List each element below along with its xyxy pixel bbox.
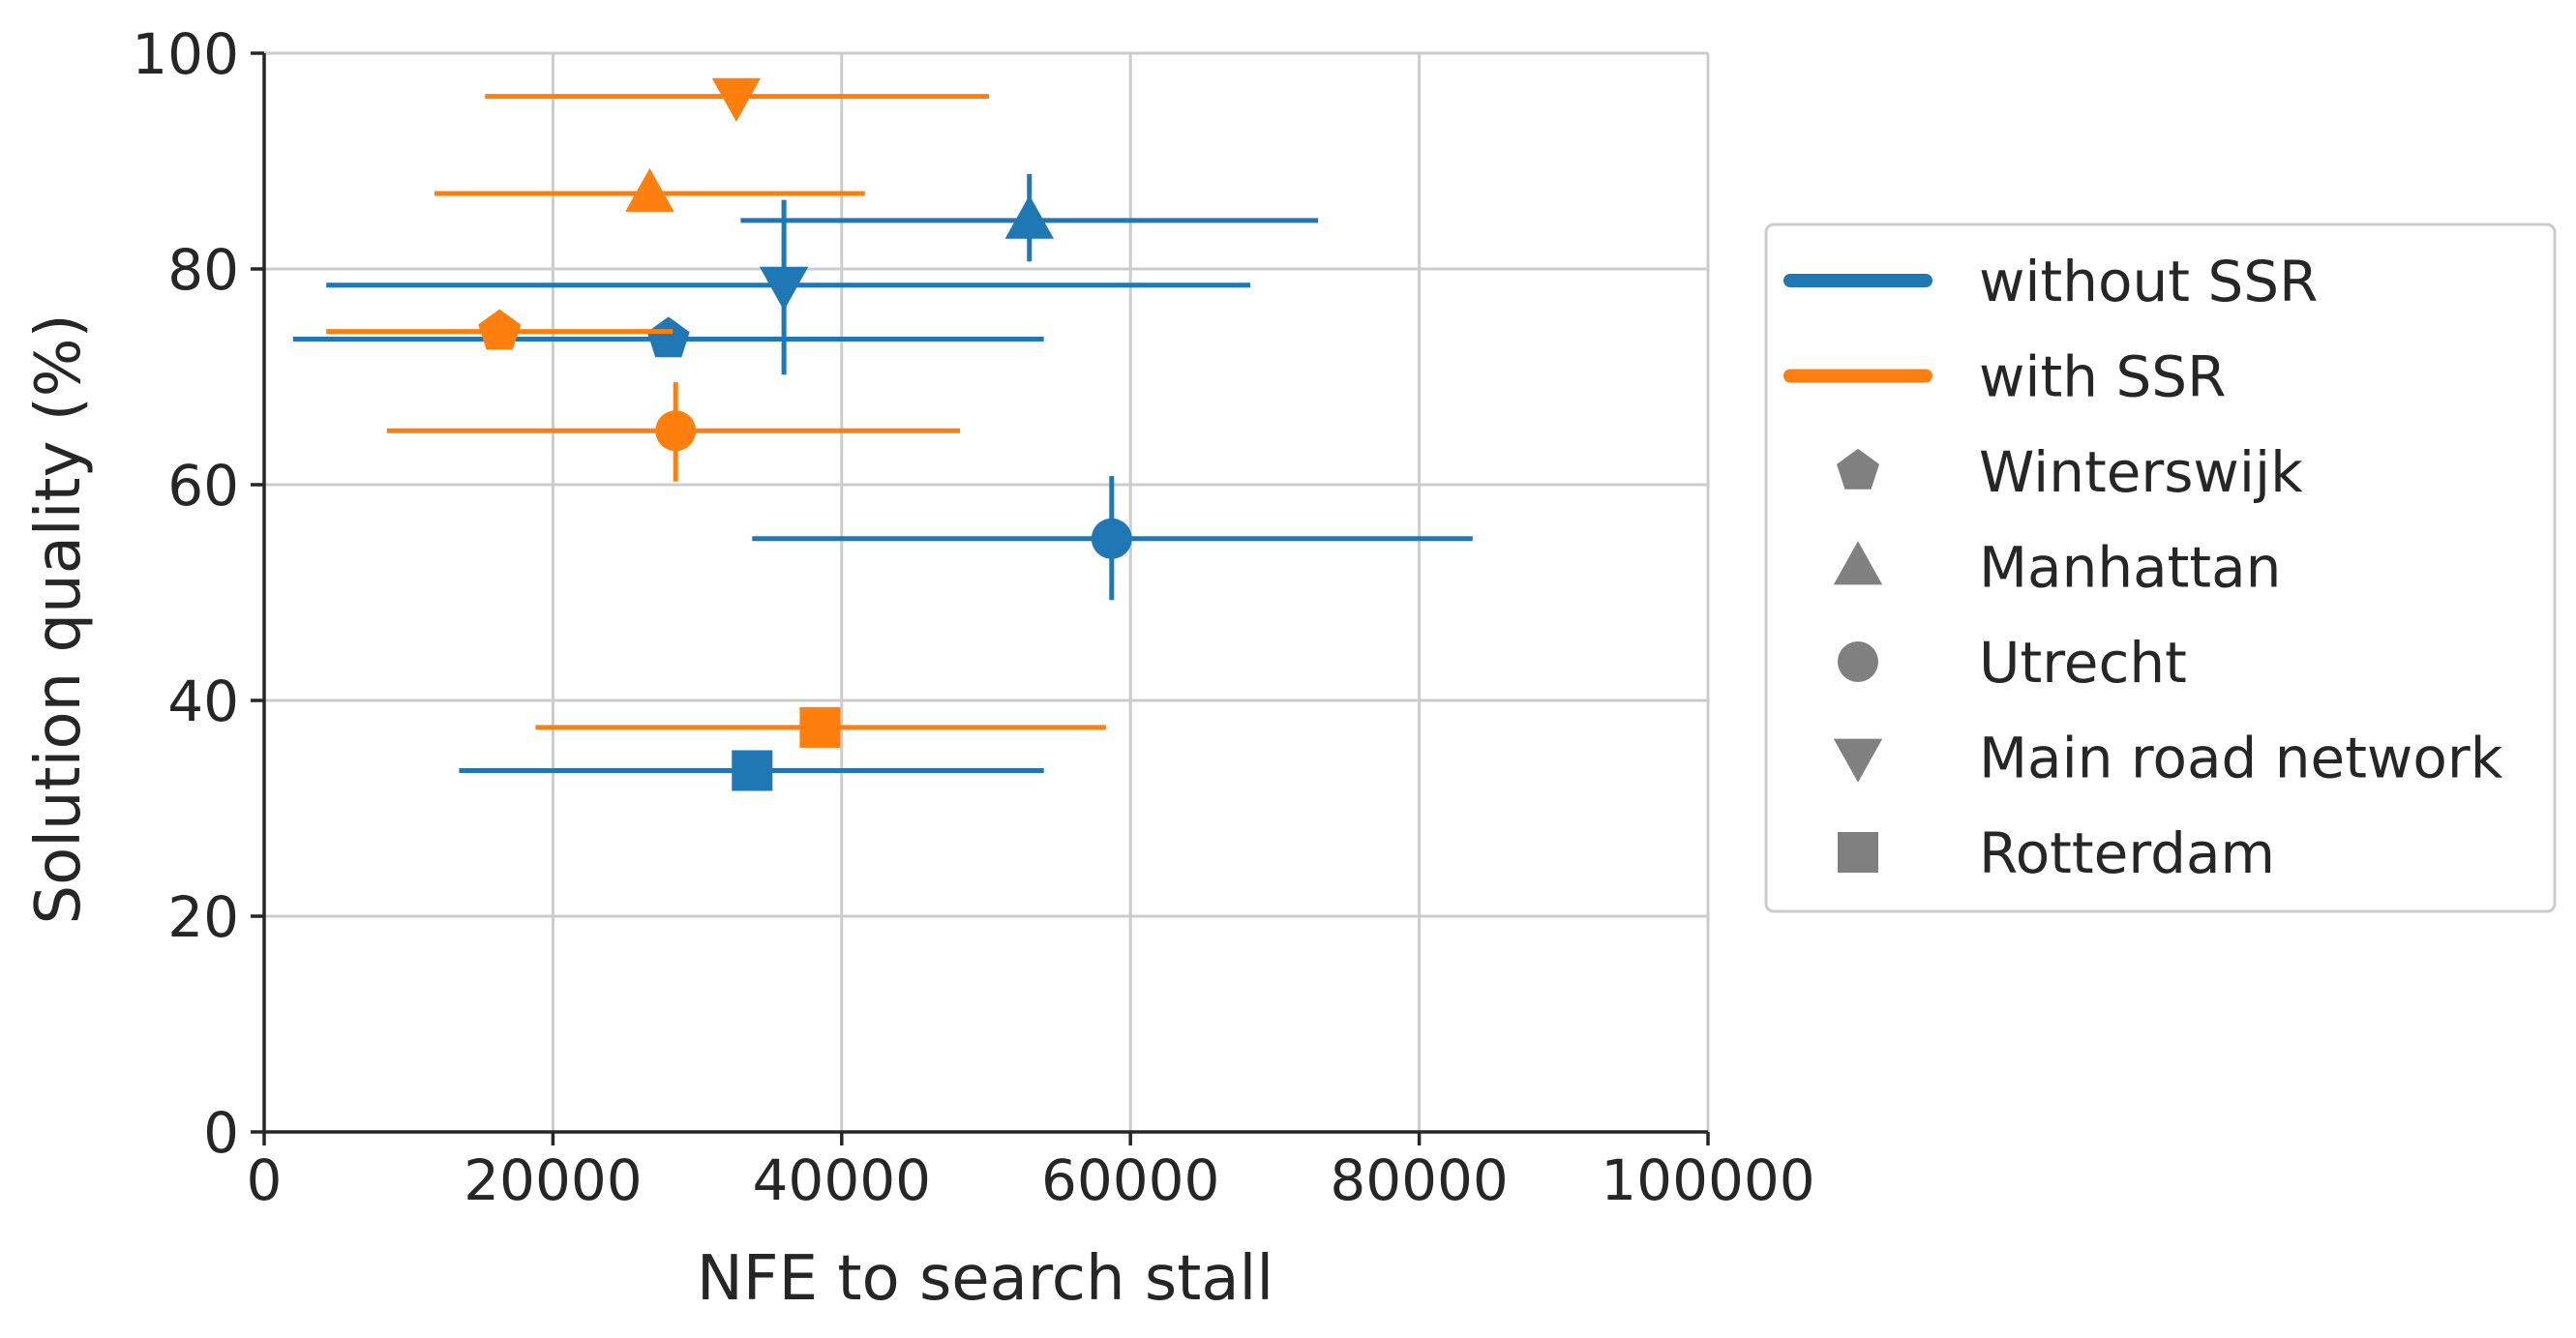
legend-item: Manhattan	[1833, 535, 2281, 601]
legend-label: Utrecht	[1979, 630, 2187, 696]
gridlines	[264, 51, 1710, 1132]
legend: without SSR with SSR Winterswijk Manhattan U…	[1764, 223, 2557, 913]
data-point-group	[740, 173, 1319, 262]
legend-marker-swatch	[1837, 448, 1879, 490]
y-tick-label: 100	[132, 21, 239, 87]
legend-marker-swatch	[1833, 738, 1883, 783]
legend-label: without SSR	[1979, 249, 2318, 314]
data-point	[625, 167, 674, 212]
x-tick-label: 60000	[1041, 1147, 1220, 1213]
legend-frame	[1764, 223, 2557, 913]
data-point	[1091, 518, 1132, 559]
legend-item: Winterswijk	[1837, 439, 2303, 505]
legend-item: without SSR	[1783, 249, 2318, 314]
data-point	[759, 266, 809, 311]
data-point-group	[752, 476, 1473, 601]
x-tick-label: 40000	[753, 1147, 932, 1213]
data-point-group	[434, 167, 865, 212]
legend-label: Rotterdam	[1979, 820, 2275, 886]
data-point-group	[535, 706, 1106, 748]
axes: 0 20000 40000 60000 80000 100000 0 20 40 60 80 100	[132, 21, 1814, 1213]
legend-marker-swatch	[1833, 541, 1883, 585]
data-point	[646, 316, 690, 358]
data-point-group	[292, 316, 1044, 358]
legend-item: with SSR	[1783, 344, 2226, 410]
y-tick-label: 0	[203, 1100, 239, 1166]
legend-item: Main road network	[1833, 726, 2503, 791]
x-tick-label: 20000	[464, 1147, 643, 1213]
y-tick-label: 20	[167, 884, 239, 950]
data-points	[292, 77, 1473, 791]
x-tick-label: 0	[247, 1147, 283, 1213]
legend-label: Main road network	[1979, 726, 2503, 791]
data-point	[711, 77, 762, 122]
data-point	[478, 309, 522, 350]
data-point-group	[485, 77, 989, 122]
x-tick-label: 80000	[1330, 1147, 1509, 1213]
legend-label: Winterswijk	[1979, 439, 2303, 505]
data-point-group	[459, 750, 1044, 791]
legend-label: Manhattan	[1979, 535, 2281, 601]
x-tick-label: 100000	[1601, 1147, 1814, 1213]
data-point	[732, 750, 773, 791]
legend-item: Utrecht	[1838, 630, 2187, 696]
y-tick-label: 60	[167, 453, 239, 519]
legend-label: with SSR	[1979, 344, 2226, 410]
y-axis-label: Solution quality (%)	[23, 313, 95, 924]
legend-marker-swatch	[1838, 832, 1878, 873]
legend-marker-swatch	[1838, 641, 1878, 682]
data-point-group	[326, 199, 1251, 375]
y-tick-label: 40	[167, 669, 239, 734]
data-point-group	[386, 382, 961, 482]
data-point	[655, 410, 697, 452]
x-axis-label: NFE to search stall	[697, 1243, 1273, 1315]
y-tick-label: 80	[167, 237, 239, 303]
data-point	[1004, 194, 1054, 239]
data-point	[799, 706, 841, 748]
data-point-group	[326, 309, 674, 350]
legend-item: Rotterdam	[1838, 820, 2275, 886]
